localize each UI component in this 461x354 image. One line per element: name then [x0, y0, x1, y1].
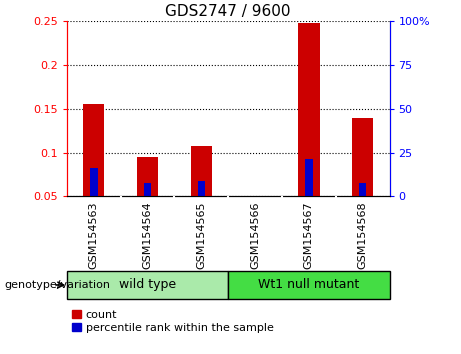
Text: GSM154568: GSM154568 [358, 202, 368, 269]
Bar [190, 145, 212, 196]
Bar [352, 118, 373, 196]
Bar [144, 183, 151, 196]
Title: GDS2747 / 9600: GDS2747 / 9600 [165, 4, 291, 19]
Text: GSM154567: GSM154567 [304, 202, 314, 269]
Bar [298, 23, 319, 196]
Bar [228, 271, 390, 299]
Text: Wt1 null mutant: Wt1 null mutant [258, 279, 360, 291]
Bar [137, 157, 158, 196]
Bar [83, 104, 105, 196]
Text: GSM154566: GSM154566 [250, 202, 260, 269]
Bar [305, 159, 313, 196]
Text: wild type: wild type [119, 279, 176, 291]
Bar [359, 183, 366, 196]
Legend: count, percentile rank within the sample: count, percentile rank within the sample [72, 310, 274, 333]
Text: GSM154563: GSM154563 [89, 202, 99, 269]
Bar [90, 169, 97, 196]
Text: GSM154564: GSM154564 [142, 202, 153, 269]
Bar [67, 271, 228, 299]
Text: genotype/variation: genotype/variation [5, 280, 111, 290]
Text: GSM154565: GSM154565 [196, 202, 207, 269]
Bar [197, 181, 205, 196]
